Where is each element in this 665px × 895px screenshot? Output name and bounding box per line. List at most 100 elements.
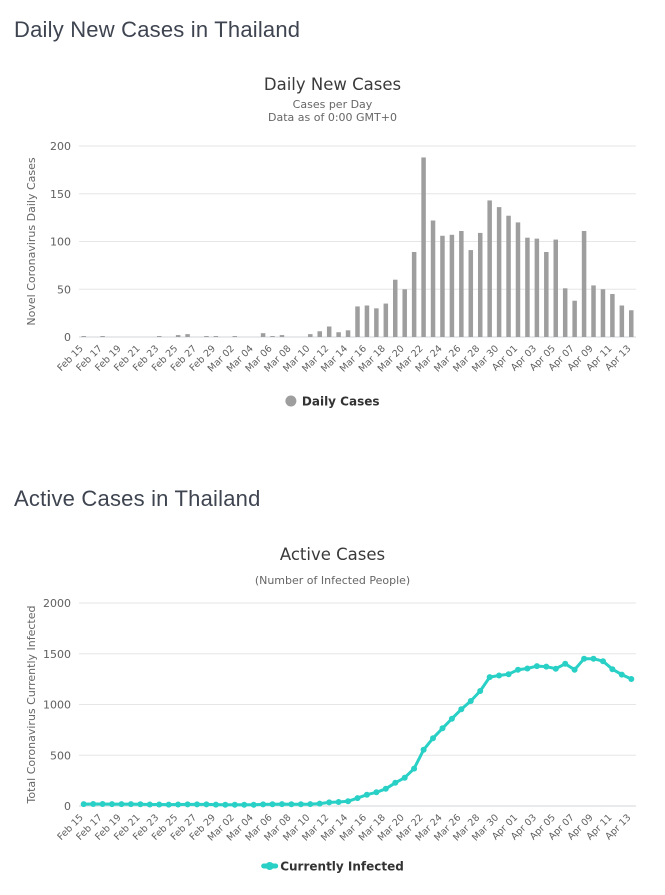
data-point-feb-25[interactable] (175, 801, 182, 808)
data-point-mar-19[interactable] (392, 779, 399, 786)
data-point-feb-27[interactable] (194, 801, 200, 808)
bar-mar-21[interactable] (411, 252, 417, 337)
bar-mar-25[interactable] (449, 234, 455, 337)
bar-feb-17[interactable] (100, 336, 105, 337)
bar-apr-05[interactable] (553, 239, 559, 337)
data-point-feb-21[interactable] (137, 801, 144, 808)
bar-mar-30[interactable] (496, 207, 502, 337)
data-point-feb-16[interactable] (90, 801, 97, 807)
data-point-feb-15[interactable] (80, 801, 87, 808)
bar-mar-14[interactable] (345, 330, 351, 337)
bar-mar-18[interactable] (383, 303, 389, 337)
bar-mar-23[interactable] (430, 220, 436, 337)
bar-apr-09[interactable] (591, 285, 596, 337)
data-point-apr-04[interactable] (543, 663, 550, 670)
bar-apr-11[interactable] (610, 294, 615, 337)
bar-feb-25[interactable] (175, 335, 181, 337)
data-point-mar-25[interactable] (448, 715, 455, 722)
bar-mar-27[interactable] (468, 250, 474, 337)
bar-mar-26[interactable] (459, 231, 464, 337)
data-point-mar-02[interactable] (231, 801, 238, 808)
data-point-apr-01[interactable] (515, 666, 521, 673)
bar-apr-10[interactable] (600, 289, 606, 337)
data-point-apr-09[interactable] (590, 655, 597, 662)
data-point-feb-23[interactable] (156, 801, 163, 808)
bar-mar-17[interactable] (374, 308, 379, 337)
data-point-apr-11[interactable] (609, 666, 616, 673)
data-point-mar-18[interactable] (382, 785, 389, 792)
bar-apr-02[interactable] (525, 237, 530, 337)
data-point-mar-17[interactable] (373, 789, 380, 796)
data-point-feb-24[interactable] (165, 801, 172, 808)
data-point-feb-28[interactable] (203, 801, 210, 808)
bar-apr-06[interactable] (562, 288, 568, 337)
bar-mar-13[interactable] (336, 332, 341, 337)
data-point-mar-04[interactable] (250, 801, 257, 808)
data-point-mar-20[interactable] (401, 774, 408, 781)
data-point-mar-11[interactable] (316, 800, 323, 807)
bar-mar-22[interactable] (421, 157, 426, 337)
data-point-mar-09[interactable] (297, 801, 304, 808)
data-point-apr-10[interactable] (600, 658, 606, 665)
data-point-mar-22[interactable] (420, 746, 427, 753)
data-point-apr-07[interactable] (571, 666, 578, 673)
data-point-mar-15[interactable] (354, 795, 361, 802)
data-point-mar-24[interactable] (439, 725, 446, 732)
bar-mar-20[interactable] (402, 289, 407, 337)
bar-mar-07[interactable] (279, 335, 285, 337)
bar-mar-28[interactable] (477, 232, 483, 337)
bar-mar-15[interactable] (355, 306, 360, 337)
bar-mar-19[interactable] (393, 279, 398, 337)
data-point-feb-20[interactable] (127, 801, 134, 808)
data-point-mar-27[interactable] (467, 698, 474, 704)
bar-apr-03[interactable] (534, 238, 540, 337)
data-point-mar-10[interactable] (307, 801, 314, 808)
bar-apr-12[interactable] (619, 305, 625, 337)
data-point-apr-13[interactable] (628, 676, 635, 682)
data-point-feb-26[interactable] (184, 801, 191, 808)
data-point-apr-12[interactable] (618, 671, 625, 678)
data-point-feb-29[interactable] (212, 801, 219, 808)
bar-mar-06[interactable] (270, 336, 275, 337)
data-point-mar-23[interactable] (430, 735, 436, 742)
bar-mar-24[interactable] (440, 235, 445, 337)
data-point-mar-03[interactable] (241, 801, 248, 808)
data-point-apr-06[interactable] (562, 660, 569, 667)
bar-mar-16[interactable] (364, 305, 370, 337)
data-point-apr-05[interactable] (552, 665, 559, 672)
data-point-mar-07[interactable] (279, 801, 285, 808)
bar-apr-13[interactable] (629, 310, 634, 337)
bar-mar-10[interactable] (308, 334, 313, 337)
bar-feb-15[interactable] (81, 336, 86, 337)
data-point-apr-02[interactable] (524, 665, 531, 672)
bar-apr-08[interactable] (581, 231, 587, 337)
data-point-mar-12[interactable] (326, 799, 333, 806)
data-point-mar-13[interactable] (335, 799, 342, 805)
data-point-mar-16[interactable] (363, 791, 370, 798)
bar-feb-28[interactable] (204, 336, 209, 337)
legend-item-daily-new-cases[interactable]: Daily Cases (285, 395, 380, 409)
data-point-feb-17[interactable] (99, 801, 106, 807)
bar-mar-12[interactable] (326, 326, 332, 338)
bar-mar-05[interactable] (260, 333, 266, 337)
data-point-mar-01[interactable] (222, 801, 229, 808)
bar-mar-31[interactable] (506, 215, 511, 337)
data-point-mar-31[interactable] (505, 671, 512, 678)
data-point-mar-28[interactable] (477, 688, 484, 694)
legend-item-active-cases[interactable]: Currently Infected (261, 860, 404, 874)
bar-apr-01[interactable] (515, 222, 521, 337)
data-point-mar-08[interactable] (288, 801, 295, 808)
bar-feb-29[interactable] (213, 336, 219, 337)
bar-apr-07[interactable] (572, 300, 577, 337)
data-point-feb-18[interactable] (109, 801, 115, 808)
bar-mar-02[interactable] (232, 336, 238, 337)
bar-feb-26[interactable] (185, 334, 190, 337)
data-point-mar-21[interactable] (411, 765, 418, 772)
data-point-mar-05[interactable] (260, 801, 267, 808)
bar-mar-11[interactable] (317, 331, 322, 337)
data-point-mar-06[interactable] (269, 801, 276, 808)
data-point-feb-19[interactable] (118, 801, 125, 808)
data-point-mar-30[interactable] (496, 672, 503, 679)
data-point-apr-08[interactable] (581, 655, 588, 662)
data-point-feb-22[interactable] (146, 801, 153, 808)
